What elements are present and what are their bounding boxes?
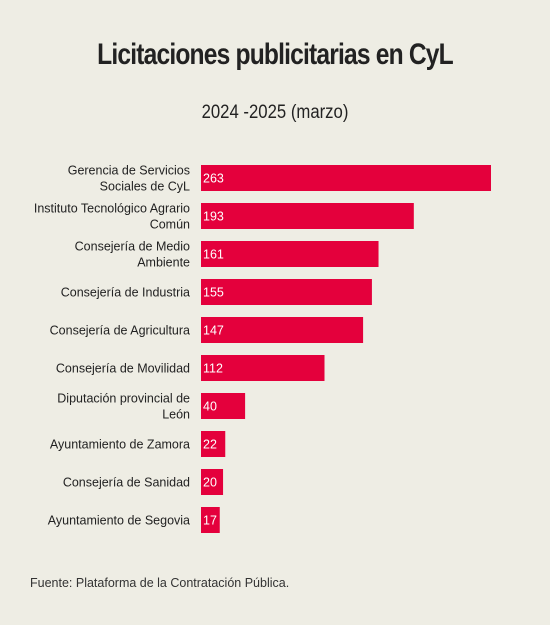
category-label-line: Ayuntamiento de Zamora [50,438,190,452]
category-label-line: Consejería de Movilidad [56,362,190,376]
bar [201,279,372,305]
chart-subtitle: 2024 -2025 (marzo) [201,102,349,123]
category-label: Consejería de Industria [61,286,190,300]
category-label-line: León [162,408,190,422]
category-label-line: Consejería de Industria [61,286,190,300]
data-label: 155 [203,286,224,300]
bar [201,507,220,533]
data-label: 17 [203,514,217,528]
category-label-line: Consejería de Agricultura [50,324,190,338]
bar [201,203,414,229]
data-label: 22 [203,438,217,452]
category-label-line: Gerencia de Servicios [68,164,190,178]
category-label-line: Consejería de Medio [75,240,190,254]
category-label: Diputación provincial de León [57,392,190,422]
data-label: 40 [203,400,217,414]
category-label: Ayuntamiento de Zamora [50,438,190,452]
data-label: 161 [203,248,224,262]
category-label-line: Diputación provincial de [57,392,190,406]
category-label: Consejería de Agricultura [50,324,190,338]
category-label: Consejería de Medio Ambiente [75,240,190,270]
bar [201,165,491,191]
category-label: Consejería de Movilidad [56,362,190,376]
data-label: 147 [203,324,224,338]
data-label: 263 [203,172,224,186]
bar [201,469,224,495]
bar [201,431,226,457]
category-label-line: Ayuntamiento de Segovia [48,514,190,528]
category-label-line: Consejería de Sanidad [63,476,190,490]
data-label: 112 [203,362,223,376]
category-label: Consejería de Sanidad [63,476,190,490]
data-label: 193 [203,210,224,224]
bar [201,241,379,267]
data-label: 20 [203,476,217,490]
bar-chart: 263 Gerencia de Servicios Sociales de CyL 1… [34,164,491,533]
category-label-line: Común [150,218,190,232]
category-label: Gerencia de Servicios Sociales de CyL [68,164,190,194]
chart-title: Licitaciones publicitarias en CyL [97,38,454,71]
bar [201,393,246,419]
category-label: Ayuntamiento de Segovia [48,514,190,528]
bar [201,355,325,381]
category-label-line: Ambiente [137,256,190,270]
source-note: Fuente: Plataforma de la Contratación Pú… [30,576,290,590]
category-label-line: Instituto Tecnológico Agrario [34,202,190,216]
category-label-line: Sociales de CyL [100,180,190,194]
category-label: Instituto Tecnológico Agrario Común [34,202,190,232]
bar [201,317,364,343]
